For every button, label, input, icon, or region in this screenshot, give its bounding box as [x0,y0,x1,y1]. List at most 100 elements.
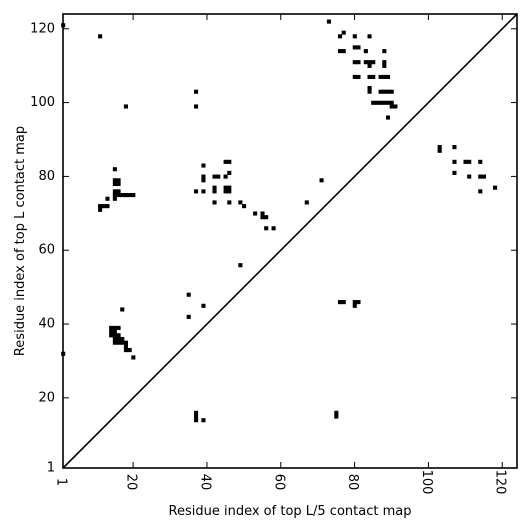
y-tick-label: 100 [30,95,55,110]
plot-frame [62,13,518,469]
contact-cell-lower [116,336,121,342]
contact-cell-upper [378,74,383,79]
contact-cell-lower [112,325,117,330]
contact-cell-upper [452,170,457,175]
contact-cell-lower [109,333,114,338]
contact-cell-lower [112,333,117,338]
contact-cell-upper [194,104,199,109]
contact-cell-lower [112,336,117,342]
contact-cell-upper [253,211,258,216]
contact-cell-upper [481,174,487,179]
y-tick-label: 120 [30,21,55,36]
contact-cell-upper [112,167,117,172]
contact-cell-upper [341,30,346,35]
contact-cell-lower [120,340,125,345]
contact-cell-lower [123,340,128,345]
contact-cell-lower [334,414,339,419]
contact-cell-lower [109,325,114,330]
contact-cell-upper [98,204,103,209]
contact-cell-upper [341,49,346,54]
plot-area [61,19,498,423]
contact-cell-upper [123,104,128,109]
contact-cell-upper [131,193,136,198]
contact-cell-upper [337,34,343,39]
contact-cell-lower [186,314,191,319]
contact-cell-upper [467,174,472,179]
contact-cell-upper [385,89,391,94]
diagonal-line [62,13,518,469]
contact-cell-upper [112,196,117,201]
contact-cell-lower [131,355,136,360]
contact-cell-upper [367,74,372,79]
contact-cell-upper [352,34,357,39]
contact-cell-upper [467,159,472,164]
contact-cell-lower [123,348,128,353]
contact-cell-upper [326,19,331,24]
contact-cell-upper [371,60,376,65]
contact-cell-upper [478,174,483,179]
contact-cell-lower [194,414,199,419]
contact-cell-upper [352,60,357,65]
contact-cell-upper [116,193,121,198]
contact-cell-lower [112,340,117,345]
contact-cell-lower [186,292,191,297]
contact-cell-lower [112,329,117,334]
contact-cell-upper [452,159,457,164]
contact-cell-upper [227,159,232,164]
contact-cell-lower [238,263,243,268]
x-tick-label: 40 [197,474,212,491]
contact-cell-upper [212,189,217,194]
contact-cell-upper [493,185,498,190]
y-tick-label: 1 [47,461,55,476]
contact-cell-upper [201,163,206,168]
contact-cell-upper [356,45,361,50]
contact-cell-upper [382,89,387,94]
contact-cell-upper [382,74,387,79]
contact-cell-upper [223,174,228,179]
contact-cell-upper [478,189,483,194]
contact-cell-lower [356,300,361,305]
contact-cell-upper [116,181,121,187]
contact-cell-upper [123,193,128,198]
contact-cell-lower [194,410,199,415]
contact-cell-upper [374,100,379,105]
contact-cell-upper [382,60,387,65]
y-tick-label: 40 [38,317,55,332]
contact-cell-upper [201,174,206,179]
contact-cell-lower [120,307,125,312]
contact-cell-upper [216,174,221,179]
contact-cell-upper [393,104,398,109]
contact-cell-upper [238,200,243,205]
y-axis-label: Residue index of top L contact map [13,126,28,356]
contact-cell-upper [212,174,217,179]
contact-cell-lower [341,300,346,305]
x-tick-label: 1 [54,478,69,486]
contact-cell-lower [109,329,114,334]
contact-cell-upper [363,60,368,65]
contact-cell-upper [227,185,232,190]
x-tick-label: 80 [345,474,360,491]
contact-cell-upper [367,63,372,68]
contact-cell-lower [194,418,199,423]
contact-cell-lower [352,300,357,305]
contact-cell-upper [367,89,372,94]
contact-cell-upper [227,170,232,175]
contact-cell-upper [105,196,110,201]
x-axis-label: Residue index of top L/5 contact map [169,504,412,519]
contact-cell-upper [319,178,324,183]
contact-cell-upper [242,204,247,209]
contact-cell-lower [116,340,121,345]
contact-cell-upper [382,63,387,68]
contact-cell-lower [337,300,343,305]
contact-cell-upper [389,100,394,105]
contact-cell-upper [201,178,206,183]
contact-cell-upper [120,193,125,198]
x-tick-label: 20 [124,474,139,491]
contact-cell-upper [378,100,383,105]
contact-cell-upper [223,185,228,190]
x-tick-label: 100 [419,470,434,495]
contact-cell-lower [201,418,206,423]
contact-cell-lower [116,325,121,330]
contact-cell-upper [112,181,117,187]
